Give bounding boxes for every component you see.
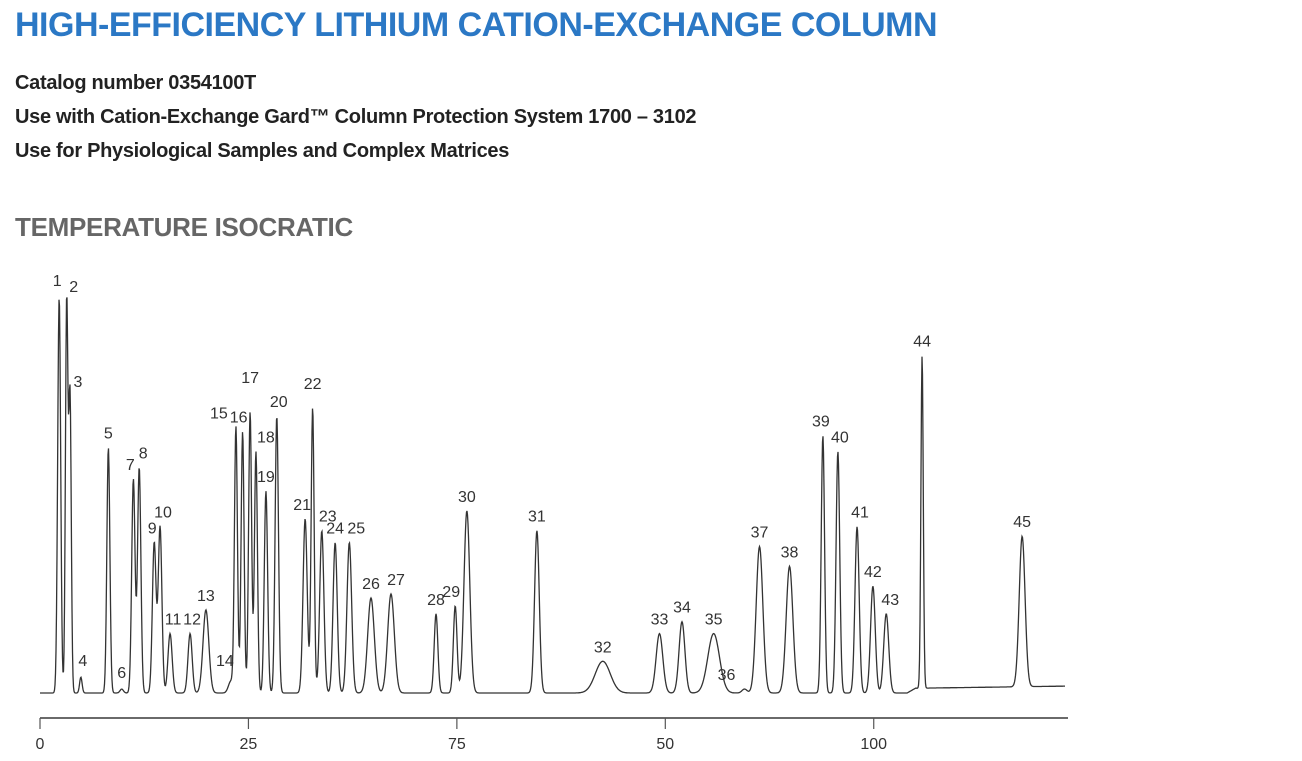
x-tick-label: 25	[240, 736, 258, 753]
peak-label: 23	[319, 509, 337, 526]
peak-label: 44	[913, 334, 931, 351]
peak-label: 9	[148, 521, 157, 538]
peak-label: 36	[718, 667, 736, 684]
peak-label: 45	[1013, 514, 1031, 531]
peak-label: 29	[442, 584, 460, 601]
peak-label: 6	[117, 665, 126, 682]
peak-label: 24	[326, 521, 344, 538]
peak-label: 13	[197, 588, 215, 605]
peak-label: 15	[210, 406, 228, 423]
peak-label: 31	[528, 509, 546, 526]
peak-label: 17	[241, 370, 259, 387]
peak-label: 40	[831, 429, 849, 446]
page-title: HIGH-EFFICIENCY LITHIUM CATION-EXCHANGE …	[15, 6, 938, 44]
x-tick-label: 75	[448, 736, 466, 753]
peak-label: 33	[651, 612, 669, 629]
guard-column-info: Use with Cation-Exchange Gard™ Column Pr…	[15, 106, 697, 128]
peak-label: 25	[347, 521, 365, 538]
peak-label: 1	[53, 273, 62, 290]
chromatogram-trace	[40, 297, 1065, 694]
peak-label: 18	[257, 429, 275, 446]
peak-label: 30	[458, 489, 476, 506]
peak-label: 41	[851, 505, 869, 522]
peak-label: 19	[257, 469, 275, 486]
peak-label: 14	[216, 653, 234, 670]
peak-label: 5	[104, 425, 113, 442]
peak-label: 8	[139, 445, 148, 462]
x-tick-label: 100	[860, 736, 887, 753]
catalog-number: Catalog number 0354100T	[15, 72, 256, 94]
peak-label: 28	[427, 592, 445, 609]
peak-label: 32	[594, 639, 612, 656]
x-tick-label: 0	[36, 736, 45, 753]
peak-label: 12	[183, 612, 201, 629]
peak-label: 3	[74, 374, 83, 391]
peak-label: 10	[154, 505, 172, 522]
peak-label: 34	[673, 600, 691, 617]
peak-label: 39	[812, 414, 830, 431]
peak-label: 11	[165, 612, 182, 629]
x-tick-label: 50	[656, 736, 674, 753]
peak-label: 37	[751, 524, 769, 541]
peak-label: 27	[387, 572, 405, 589]
peak-label: 22	[304, 376, 322, 393]
peak-label: 16	[230, 410, 248, 427]
usage-info: Use for Physiological Samples and Comple…	[15, 140, 510, 162]
peak-label: 7	[126, 457, 135, 474]
peak-label: 35	[705, 612, 723, 629]
section-heading: TEMPERATURE ISOCRATIC	[15, 212, 353, 242]
peak-label: 38	[781, 544, 799, 561]
peak-label: 42	[864, 564, 882, 581]
peak-label: 4	[78, 653, 87, 670]
peak-label: 2	[69, 279, 78, 296]
peak-label: 43	[881, 592, 899, 609]
peak-label: 26	[362, 576, 380, 593]
peak-label: 21	[293, 497, 311, 514]
peak-label: 20	[270, 394, 288, 411]
